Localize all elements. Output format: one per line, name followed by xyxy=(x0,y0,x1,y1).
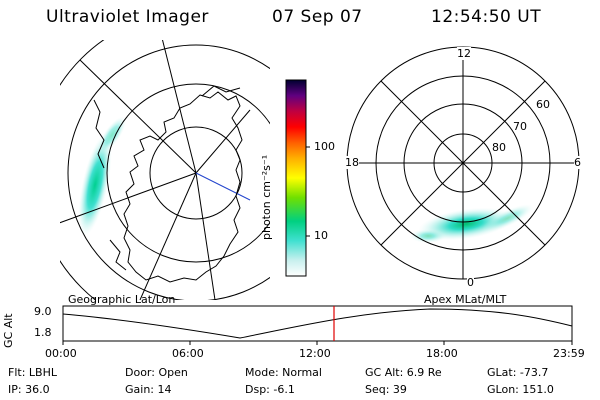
glat-status: GLat: -73.7 xyxy=(487,366,549,379)
mlt-label-top: 12 xyxy=(457,47,471,60)
colorbar-unit-label: photon cm⁻²s⁻¹ xyxy=(260,154,273,240)
instrument-title: Ultraviolet Imager xyxy=(46,7,209,27)
aurora-oval-emission-faint xyxy=(482,204,534,232)
time-tick-label: 12:00 xyxy=(299,347,331,360)
aurora-emission-left-faint xyxy=(97,116,127,154)
altitude-ytick: 1.8 xyxy=(34,326,52,339)
ip-status: IP: 36.0 xyxy=(8,383,50,396)
meridian xyxy=(195,109,251,174)
meridian xyxy=(195,172,216,300)
coastline xyxy=(123,91,243,283)
date-label: 07 Sep 07 xyxy=(272,7,363,27)
mlat-label-80: 80 xyxy=(492,141,506,154)
latitude-circle xyxy=(149,126,243,220)
mlt-label-bottom: 0 xyxy=(467,276,474,289)
meridian xyxy=(79,59,197,174)
time-tick-label: 23:59 xyxy=(553,347,585,360)
filter-status: Flt: LBHL xyxy=(8,366,57,379)
geographic-map xyxy=(60,40,270,300)
time-tick-label: 18:00 xyxy=(426,347,458,360)
dsp-status: Dsp: -6.1 xyxy=(245,383,295,396)
door-status: Door: Open xyxy=(125,366,188,379)
gain-status: Gain: 14 xyxy=(125,383,172,396)
colorbar xyxy=(285,79,310,277)
gc-alt-status: GC Alt: 6.9 Re xyxy=(365,366,442,379)
time-label: 12:54:50 UT xyxy=(431,7,542,27)
altitude-axis-label: GC Alt xyxy=(2,313,15,348)
mlt-diagonal xyxy=(380,80,546,246)
latitude-circle xyxy=(106,83,270,263)
geographic-panel-label: Geographic Lat/Lon xyxy=(68,293,176,306)
sequence-status: Seq: 39 xyxy=(365,383,407,396)
altitude-curve xyxy=(62,308,573,339)
mlt-label-right: 6 xyxy=(574,156,581,169)
aurora-emission-left xyxy=(78,134,112,236)
terminator-line xyxy=(195,172,251,201)
coastline-fragment xyxy=(109,239,127,271)
time-tick-label: 06:00 xyxy=(172,347,204,360)
altitude-ytick: 9.0 xyxy=(34,305,52,318)
meridian xyxy=(162,40,197,174)
mlt-label-left: 18 xyxy=(345,156,359,169)
magnetic-panel-label: Apex MLat/MLT xyxy=(424,293,507,306)
altitude-plot-frame xyxy=(62,305,573,342)
altitude-plot xyxy=(62,305,573,345)
mlat-label-70: 70 xyxy=(513,120,527,133)
time-tick-label: 00:00 xyxy=(45,347,77,360)
coastline-fragment xyxy=(93,99,105,169)
meridian xyxy=(60,172,197,224)
aurora-oval-emission-faint xyxy=(410,229,446,243)
latitude-circle xyxy=(67,44,270,300)
polar-plot xyxy=(346,46,580,280)
colorbar-tick-label: 100 xyxy=(314,140,335,153)
mlat-label-60: 60 xyxy=(536,98,550,111)
glon-status: GLon: 151.0 xyxy=(487,383,554,396)
mode-status: Mode: Normal xyxy=(245,366,322,379)
coastline-fragment xyxy=(201,85,241,97)
colorbar-scale xyxy=(285,79,307,277)
colorbar-tick-label: 10 xyxy=(314,229,328,242)
